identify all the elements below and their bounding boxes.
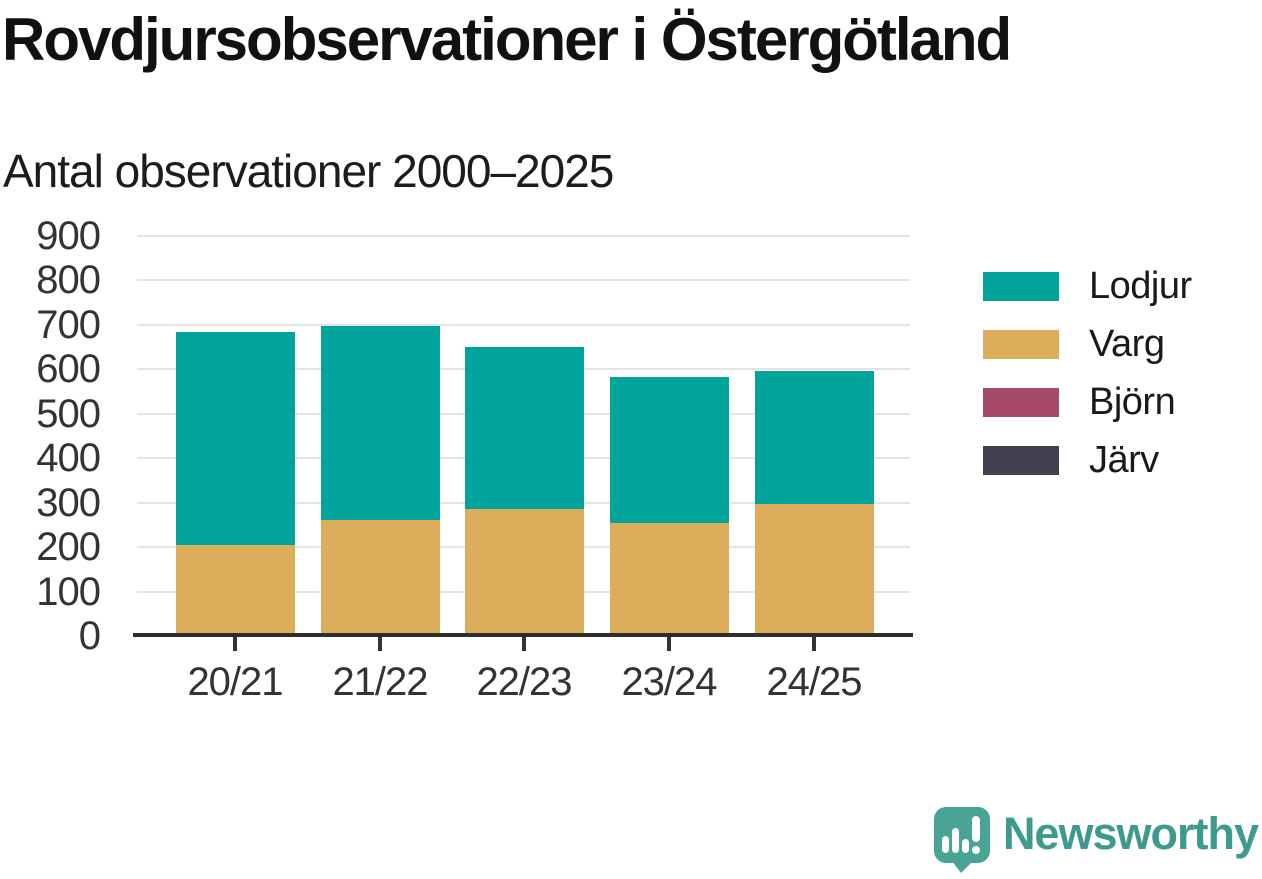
legend-swatch-varg [983, 330, 1059, 359]
x-axis-category-label: 20/21 [187, 660, 283, 704]
bar-segment-varg [609, 522, 729, 636]
newsworthy-wordmark: Newsworthy [1002, 808, 1259, 859]
y-gridline [137, 323, 910, 326]
y-gridline [137, 235, 910, 237]
bar-segment-varg [754, 504, 874, 636]
x-axis-tick [812, 637, 816, 651]
x-axis-category-label: 24/25 [766, 660, 862, 704]
x-axis-tick [378, 637, 382, 651]
bar-segment-varg [464, 509, 584, 636]
y-axis-tick-label: 600 [36, 347, 101, 392]
y-axis-tick-label: 900 [36, 214, 101, 258]
bar-segment-lodjur [320, 325, 440, 521]
x-axis-line [133, 633, 913, 637]
legend-item-järv: Järv [983, 439, 1192, 481]
legend-item-varg: Varg [983, 323, 1192, 365]
y-gridline [137, 279, 910, 282]
x-axis-tick [667, 637, 671, 651]
y-axis-tick-label: 800 [36, 258, 101, 303]
legend-swatch-björn [983, 388, 1059, 417]
x-axis-category-label: 22/23 [476, 660, 572, 704]
legend-swatch-järv [983, 446, 1059, 475]
y-axis-tick-label: 0 [78, 614, 101, 658]
legend-label: Lodjur [1089, 265, 1192, 307]
y-axis-tick-label: 500 [36, 391, 101, 436]
legend-label: Järv [1089, 439, 1159, 481]
page-title: Rovdjursobservationer i Östergötland [2, 6, 1012, 73]
chart-legend: Lodjur Varg Björn Järv [983, 265, 1192, 481]
x-axis-category-label: 23/24 [621, 660, 717, 704]
x-axis-category-label: 21/22 [332, 660, 428, 704]
bar-segment-varg [175, 544, 295, 636]
bar-segment-lodjur [609, 376, 729, 523]
bar-segment-lodjur [175, 332, 295, 545]
chart-subtitle: Antal observationer 2000–2025 [3, 145, 614, 197]
legend-swatch-lodjur [983, 272, 1059, 301]
legend-item-björn: Björn [983, 381, 1192, 423]
bar-segment-lodjur [754, 370, 874, 504]
x-axis-tick [522, 637, 526, 651]
legend-label: Björn [1089, 381, 1176, 423]
y-axis-tick-label: 400 [36, 436, 101, 481]
legend-label: Varg [1089, 323, 1165, 365]
x-axis-tick [233, 637, 237, 651]
newsworthy-logo-icon [933, 807, 990, 873]
newsworthy-brand: Newsworthy [933, 806, 1259, 873]
y-axis-tick-label: 700 [36, 302, 101, 347]
y-axis-tick-label: 200 [36, 525, 101, 570]
bar-segment-lodjur [464, 347, 584, 510]
y-axis-tick-label: 300 [36, 480, 101, 525]
y-axis-tick-label: 100 [36, 569, 101, 614]
legend-item-lodjur: Lodjur [983, 265, 1192, 307]
bar-segment-varg [320, 520, 440, 636]
